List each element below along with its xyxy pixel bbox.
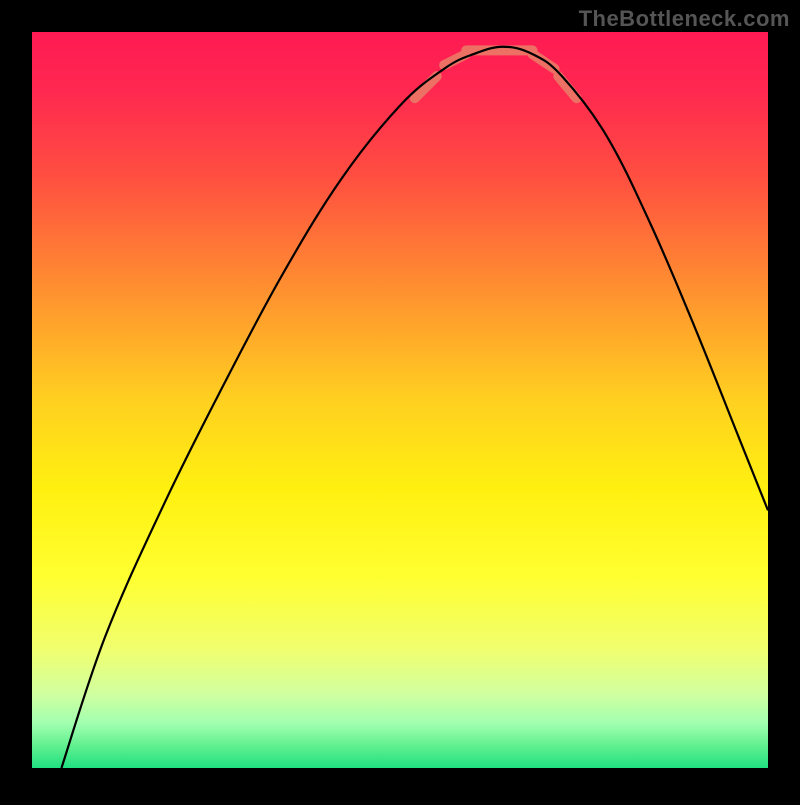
chart-container: TheBottleneck.com [0,0,800,800]
plot-background [32,32,768,768]
bottleneck-curve-chart [0,0,800,800]
watermark-text: TheBottleneck.com [579,6,790,32]
